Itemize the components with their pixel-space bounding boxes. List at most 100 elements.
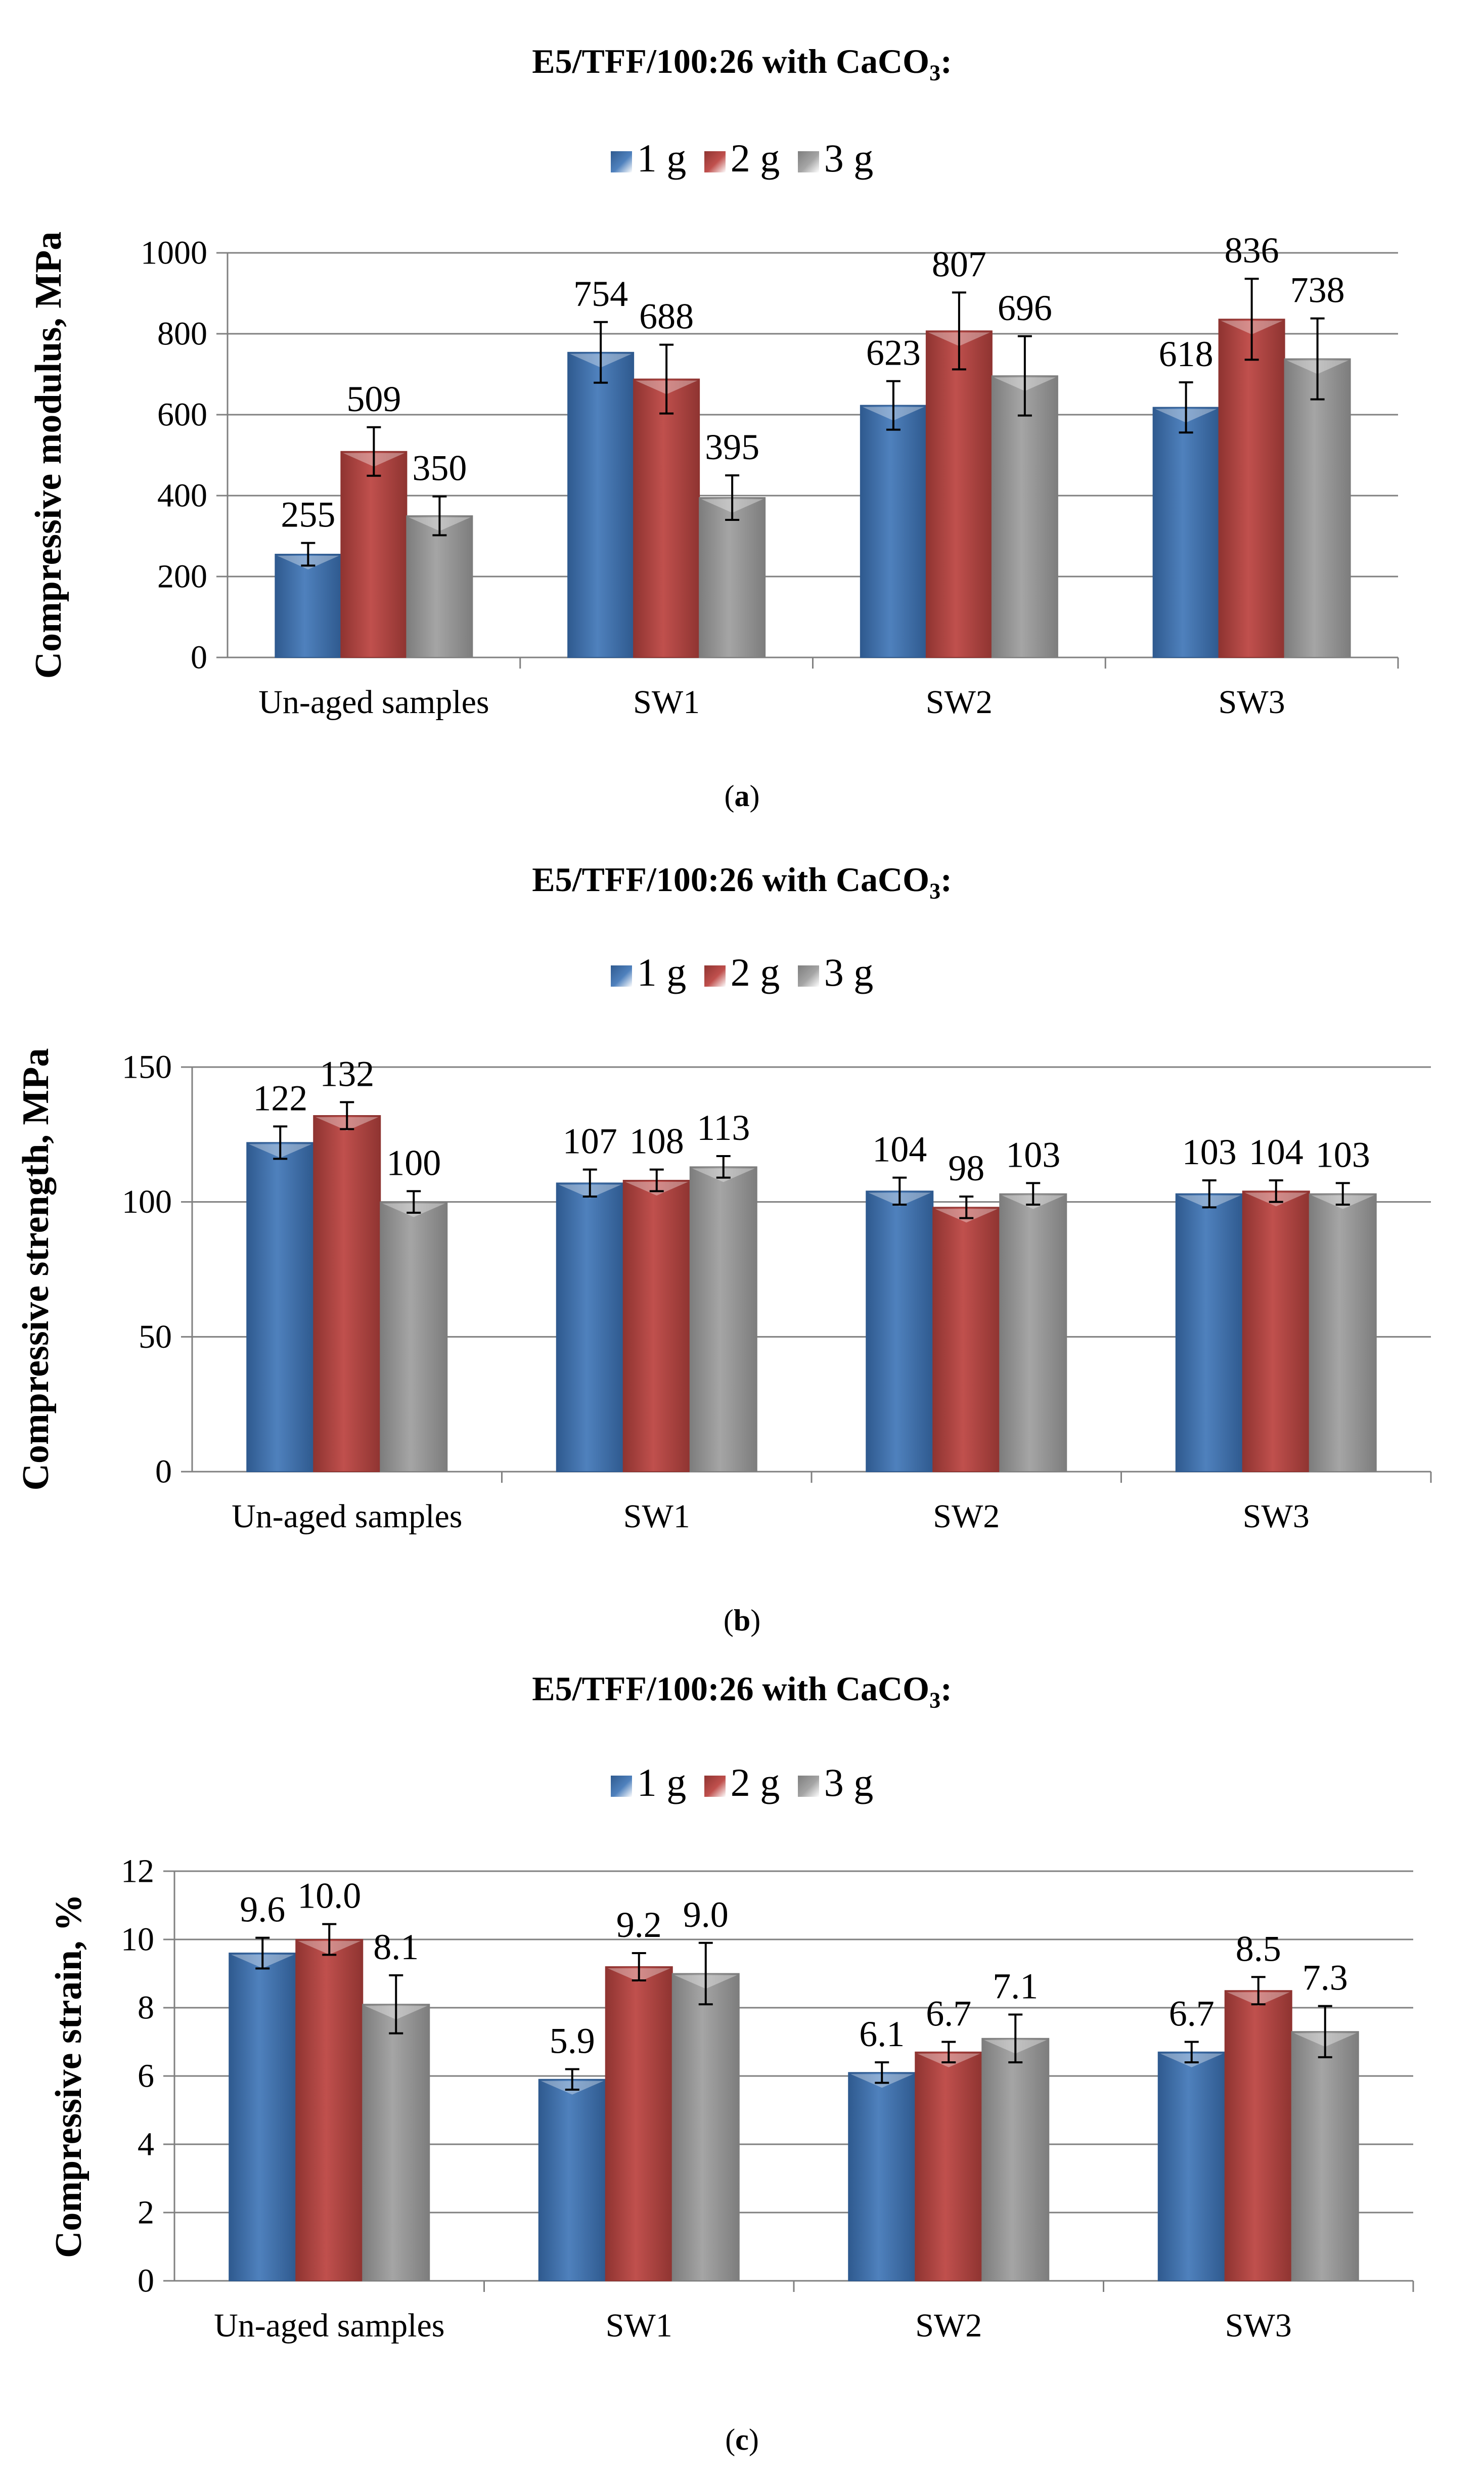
y-tick-label: 50	[139, 1318, 172, 1355]
category-label: SW1	[633, 684, 700, 721]
category-label: Un-aged samples	[214, 2307, 444, 2344]
data-label: 10.0	[297, 1876, 361, 1916]
data-label: 395	[705, 427, 759, 467]
data-label: 122	[253, 1078, 307, 1118]
legend-swatch	[797, 965, 819, 987]
legend-swatch	[797, 1776, 819, 1797]
bar-3g	[380, 1201, 448, 1472]
bar-1g	[229, 1953, 297, 2281]
data-label: 104	[1249, 1132, 1303, 1172]
bar-1g	[1157, 2051, 1226, 2281]
bar-2g	[605, 1966, 673, 2281]
bar-3g	[999, 1193, 1067, 1472]
y-tick-label: 200	[157, 558, 207, 595]
bar-1g	[538, 2079, 606, 2281]
legend-swatch	[610, 965, 632, 987]
bar-2g	[313, 1115, 381, 1472]
data-label: 688	[639, 296, 694, 337]
modulus-chart: 0 200 400 600 800 1000 Compressive modulus, MP…	[28, 230, 1399, 721]
bar-3g	[671, 1973, 740, 2281]
data-label: 6.7	[926, 1994, 971, 2034]
data-label: 103	[1316, 1134, 1370, 1175]
figure-caption-a: (a)	[724, 779, 760, 813]
data-label: 618	[1159, 334, 1213, 374]
legend-swatch	[704, 151, 726, 172]
strain-chart: 0 2 4 6 8 10 12 Compressive strain, % Un-aged sa…	[48, 1853, 1414, 2344]
category-label: SW3	[1219, 684, 1285, 721]
category-label: SW1	[623, 1498, 690, 1535]
data-label: 9.2	[616, 1905, 662, 1945]
legend-item-3g: 3 g	[797, 1760, 873, 1805]
data-label: 108	[629, 1121, 684, 1162]
y-tick-label: 0	[191, 639, 207, 676]
category-label: SW2	[915, 2307, 982, 2344]
data-label: 100	[386, 1142, 441, 1183]
legend-item-1g: 1 g	[610, 1760, 686, 1805]
data-label: 696	[998, 288, 1052, 328]
bar-3g	[1291, 2031, 1359, 2281]
bar-1g	[567, 351, 635, 658]
y-tick-label: 800	[157, 316, 207, 352]
bar-1g	[1175, 1193, 1243, 1472]
data-label: 9.6	[240, 1889, 285, 1930]
bar-1g	[848, 2072, 916, 2281]
figure-caption-c: (c)	[725, 2423, 759, 2456]
category-label: SW2	[933, 1498, 1000, 1535]
bar-2g	[340, 451, 408, 658]
data-label: 113	[697, 1108, 750, 1148]
chart-legend: 1 g 2 g 3 g	[0, 950, 1484, 995]
y-tick-label: 600	[157, 396, 207, 433]
chart-title: E5/TFF/100:26 with CaCO3:	[532, 860, 952, 904]
data-label: 807	[932, 244, 986, 284]
chart-legend: 1 g 2 g 3 g	[0, 136, 1484, 181]
bar-1g	[556, 1182, 624, 1473]
bar-3g	[406, 515, 473, 658]
category-label: Un-aged samples	[258, 684, 489, 721]
bar-2g	[915, 2051, 983, 2281]
y-axis-label: Compressive strain, %	[48, 1894, 89, 2258]
bar-3g	[699, 497, 766, 658]
data-label: 104	[872, 1129, 927, 1170]
y-tick-label: 6	[138, 2058, 154, 2095]
y-tick-label: 4	[138, 2126, 154, 2163]
bar-3g	[1309, 1193, 1377, 1472]
category-label: Un-aged samples	[232, 1498, 462, 1535]
y-tick-label: 8	[138, 1990, 154, 2026]
y-axis-label: Compressive strength, MPa	[15, 1048, 57, 1491]
legend-swatch	[610, 151, 632, 172]
legend-item-3g: 3 g	[797, 136, 873, 181]
bar-1g	[275, 554, 342, 658]
data-label: 98	[948, 1148, 984, 1188]
y-tick-label: 2	[138, 2194, 154, 2231]
data-label: 754	[573, 274, 628, 314]
legend-item-2g: 2 g	[704, 1760, 780, 1805]
data-label: 255	[281, 495, 335, 535]
category-label: SW2	[926, 684, 993, 721]
data-label: 9.0	[683, 1894, 729, 1935]
y-tick-label: 100	[122, 1183, 172, 1220]
bar-1g	[246, 1142, 314, 1473]
y-tick-label: 0	[138, 2263, 154, 2300]
bar-2g	[295, 1939, 364, 2281]
bar-3g	[1284, 358, 1351, 658]
bar-3g	[981, 2038, 1050, 2281]
y-tick-label: 150	[122, 1049, 172, 1086]
legend-swatch	[797, 151, 819, 172]
category-label: SW1	[606, 2307, 672, 2344]
legend-item-1g: 1 g	[610, 950, 686, 995]
strength-chart: 0 50 100 150 Compressive strength, MPa Un-age…	[15, 1048, 1432, 1535]
bar-2g	[633, 378, 700, 658]
legend-swatch	[610, 1776, 632, 1797]
bar-2g	[932, 1207, 1001, 1473]
legend-item-2g: 2 g	[704, 950, 780, 995]
bar-2g	[1218, 319, 1285, 658]
bar-2g	[1224, 1990, 1292, 2281]
data-label: 107	[563, 1121, 617, 1162]
data-label: 8.1	[373, 1927, 419, 1967]
data-label: 103	[1182, 1132, 1237, 1172]
y-tick-label: 12	[121, 1853, 154, 1890]
bar-3g	[689, 1166, 757, 1473]
data-label: 7.3	[1302, 1958, 1348, 1998]
bar-1g	[860, 405, 927, 658]
bar-2g	[622, 1180, 691, 1472]
